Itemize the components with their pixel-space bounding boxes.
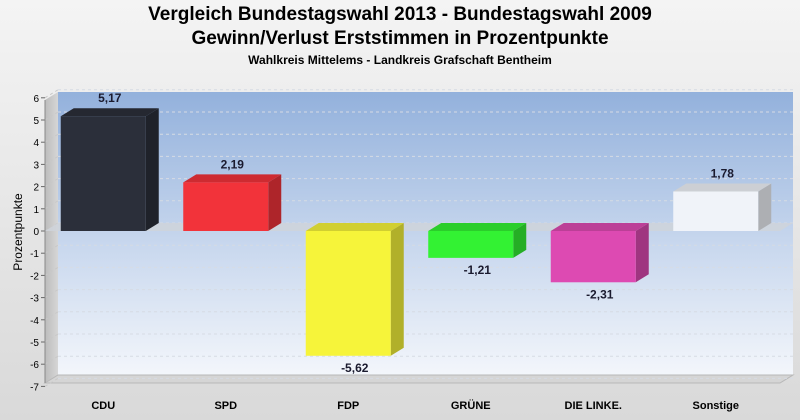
bar-front: [673, 191, 759, 231]
bar-side: [758, 183, 772, 231]
bar-fdp: [305, 223, 404, 356]
bar-front: [305, 231, 391, 356]
bars: 5,17 2,19 -5,62 -1,21 -2,31 1,78: [60, 91, 772, 375]
bar-cdu: [60, 108, 159, 231]
bar-side: [390, 223, 404, 356]
grid-line-side: [44, 111, 59, 121]
y-tick-label: 4: [33, 138, 39, 149]
y-tick-label: 5: [33, 116, 39, 127]
y-axis-ticks: 6 5 4 3 2 1 0 -1 -2 -3 -4 -5 -6 -7: [30, 94, 46, 393]
bar-side: [268, 174, 282, 231]
y-tick-label: 1: [33, 205, 39, 216]
y-tick-label: -6: [30, 360, 39, 371]
plot-background: [43, 92, 795, 384]
grid-line-side: [44, 244, 59, 254]
value-label: -5,62: [341, 361, 369, 375]
chart-title: Vergleich Bundestagswahl 2013 - Bundesta…: [148, 4, 652, 25]
bar-top: [183, 174, 282, 183]
bar-top: [673, 183, 772, 192]
bar-side: [145, 108, 159, 231]
grid-line-side: [44, 311, 59, 321]
value-label: -1,21: [464, 263, 492, 277]
y-axis-label: Prozentpunkte: [11, 193, 25, 271]
x-tick-label: DIE LINKE.: [565, 400, 622, 412]
value-label: 1,78: [711, 166, 735, 180]
chart-subtitle: Gewinn/Verlust Erststimmen in Prozentpun…: [191, 28, 609, 49]
bar-front: [428, 231, 514, 258]
bar-side: [635, 223, 649, 283]
bar-grüne: [428, 223, 527, 258]
chart-caption: Wahlkreis Mittelems - Landkreis Grafscha…: [248, 53, 552, 67]
grid-line-side: [44, 333, 59, 343]
grid-line-side: [44, 355, 59, 365]
grid-line-side: [44, 133, 59, 143]
grid-line-side: [44, 266, 59, 276]
bar-front: [550, 231, 636, 283]
grid-line-side: [44, 178, 59, 188]
grid-line-side: [44, 155, 59, 165]
bar-top: [550, 223, 649, 231]
y-tick-label: 6: [33, 94, 39, 105]
plot-back-wall: [58, 92, 793, 375]
y-tick-label: 3: [33, 160, 39, 171]
y-tick-label: -5: [30, 338, 39, 349]
x-tick-label: SPD: [214, 400, 237, 412]
x-tick-label: CDU: [91, 400, 115, 412]
bar-top: [60, 108, 159, 117]
bar-front: [183, 182, 269, 231]
x-axis-labels: CDU SPD FDP GRÜNE DIE LINKE. Sonstige: [91, 399, 739, 412]
bar-spd: [183, 174, 282, 231]
grid-line-side: [44, 289, 59, 299]
y-tick-label: 2: [33, 183, 39, 194]
y-tick-label: -7: [30, 382, 39, 393]
grid-line-side: [44, 89, 59, 99]
x-tick-label: FDP: [337, 400, 359, 412]
x-tick-label: GRÜNE: [451, 399, 491, 412]
value-label: 2,19: [221, 157, 245, 171]
plot-left-wall: [45, 92, 58, 383]
y-tick-label: 0: [33, 227, 39, 238]
plot-floor: [43, 374, 795, 384]
bar-die-linke-: [550, 223, 649, 283]
value-label: -2,31: [586, 287, 614, 301]
grid-line-side: [44, 377, 59, 387]
y-tick-label: -3: [30, 294, 39, 305]
value-label: 5,17: [98, 91, 122, 105]
y-tick-label: -4: [30, 316, 39, 327]
bar-sonstige: [673, 183, 772, 231]
bar-side: [513, 223, 527, 258]
y-tick-label: -1: [30, 249, 39, 260]
grid-line-side: [44, 200, 59, 210]
bar-top: [305, 223, 404, 231]
bar-front: [60, 116, 146, 231]
y-tick-label: -2: [30, 271, 39, 282]
bar-top: [428, 223, 527, 231]
x-tick-label: Sonstige: [693, 400, 739, 412]
